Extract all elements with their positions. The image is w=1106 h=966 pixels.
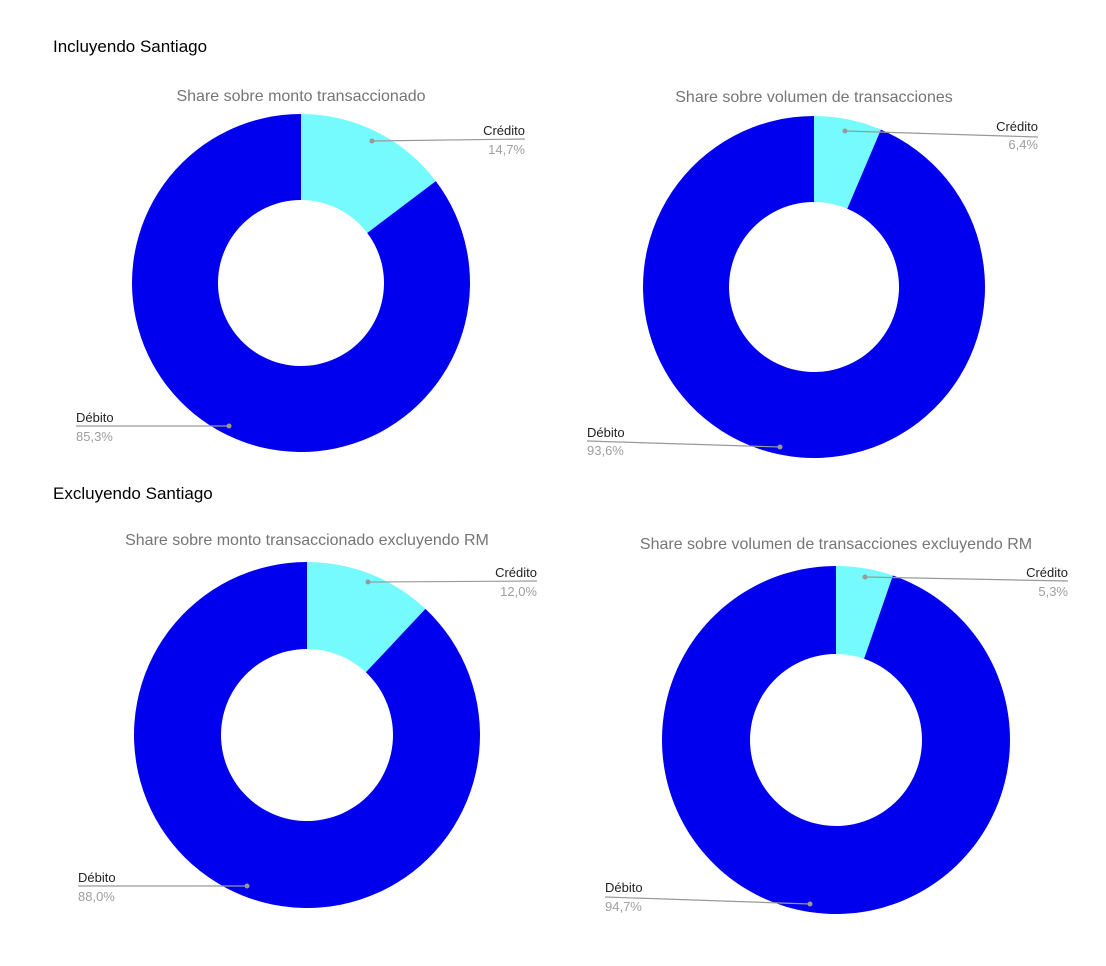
donut-chart-1: Share sobre monto transaccionado Crédito 1… xyxy=(76,88,525,452)
leader-dot-credito xyxy=(842,128,848,134)
leader-dot-debito xyxy=(244,883,250,889)
leader-dot-credito xyxy=(365,579,371,585)
section-heading-incluyendo: Incluyendo Santiago xyxy=(53,37,208,56)
leader-dot-debito xyxy=(777,444,783,450)
donut-chart-3: Share sobre monto transaccionado excluye… xyxy=(78,532,538,909)
leader-line-debito xyxy=(586,440,781,448)
slice-label-debito: Débito xyxy=(587,425,625,440)
leader-dot-credito xyxy=(862,574,868,580)
slice-label-credito: Crédito xyxy=(495,565,537,580)
donut-chart-2: Share sobre volumen de transacciones Créd… xyxy=(586,89,1039,458)
slice-label-debito: Débito xyxy=(78,870,116,885)
chart-title: Share sobre monto transaccionado excluye… xyxy=(125,532,489,549)
slice-credito[interactable] xyxy=(836,566,893,659)
slice-value-credito: 5,3% xyxy=(1038,584,1068,599)
slice-label-debito: Débito xyxy=(605,880,643,895)
slice-credito[interactable] xyxy=(301,114,436,233)
chart-title: Share sobre monto transaccionado xyxy=(176,88,425,105)
slice-debito[interactable] xyxy=(643,116,986,458)
leader-dot-debito xyxy=(807,901,813,907)
leader-line-credito xyxy=(367,580,538,583)
slice-label-debito: Débito xyxy=(76,410,114,425)
slice-debito[interactable] xyxy=(133,562,480,909)
leader-line-credito xyxy=(371,138,526,142)
slice-value-debito: 94,7% xyxy=(605,899,642,914)
slice-value-credito: 12,0% xyxy=(500,584,537,599)
leader-dot-debito xyxy=(226,423,232,429)
slice-debito[interactable] xyxy=(132,114,471,452)
slice-credito[interactable] xyxy=(307,562,426,673)
slice-debito[interactable] xyxy=(662,566,1011,914)
section-heading-excluyendo: Excluyendo Santiago xyxy=(53,484,213,503)
chart-title: Share sobre volumen de transacciones exc… xyxy=(640,536,1032,553)
chart-title: Share sobre volumen de transacciones xyxy=(675,89,953,106)
slice-label-credito: Crédito xyxy=(996,119,1038,134)
leader-line-debito xyxy=(604,896,811,905)
slice-label-credito: Crédito xyxy=(483,123,525,138)
slice-value-credito: 6,4% xyxy=(1008,137,1038,152)
slice-value-credito: 14,7% xyxy=(488,142,525,157)
slice-value-debito: 93,6% xyxy=(587,443,624,458)
leader-line-credito xyxy=(844,130,1039,138)
slice-value-debito: 85,3% xyxy=(76,429,113,444)
donut-chart-4: Share sobre volumen de transacciones exc… xyxy=(604,536,1069,914)
leader-line-credito xyxy=(864,576,1069,582)
leader-dot-credito xyxy=(369,138,375,144)
slice-value-debito: 88,0% xyxy=(78,889,115,904)
slice-label-credito: Crédito xyxy=(1026,565,1068,580)
slice-credito[interactable] xyxy=(814,116,881,209)
